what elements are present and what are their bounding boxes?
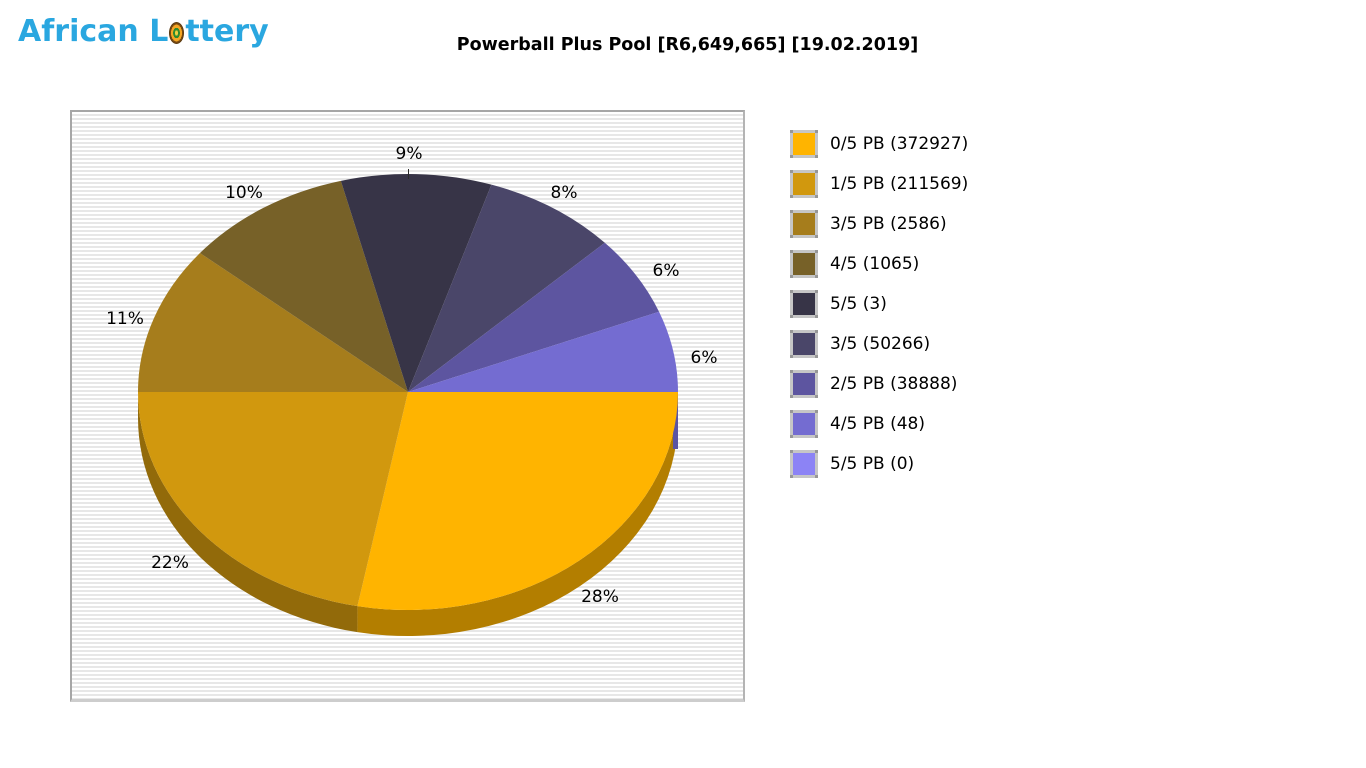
pie-slice: [408, 311, 678, 392]
legend-row: 5/5 PB (0): [790, 444, 968, 484]
legend: 0/5 PB (372927) 1/5 PB (211569) 3/5 PB (25…: [790, 124, 968, 484]
legend-row: 0/5 PB (372927): [790, 124, 968, 164]
legend-row: 5/5 (3): [790, 284, 968, 324]
legend-label: 4/5 PB (48): [830, 414, 925, 434]
pie-slice: [199, 180, 408, 392]
pie-slice: [408, 184, 605, 392]
legend-swatch: [790, 330, 818, 358]
slice-percent-label: 6%: [652, 261, 680, 281]
legend-swatch: [790, 210, 818, 238]
pie-slice: [340, 174, 492, 392]
legend-label: 3/5 (50266): [830, 334, 931, 354]
legend-label: 2/5 PB (38888): [830, 374, 958, 394]
slice-percent-label: 28%: [581, 587, 619, 607]
legend-swatch: [790, 250, 818, 278]
legend-swatch: [790, 290, 818, 318]
label-leader-tick: [408, 169, 409, 179]
legend-row: 4/5 (1065): [790, 244, 968, 284]
pie-chart-panel: 28% 22% 11% 10% 9% 8% 6% 6%: [70, 110, 745, 702]
pie-slice: [357, 392, 678, 610]
lottery-ball-icon: [169, 22, 185, 44]
slice-percent-label: 11%: [106, 309, 144, 329]
legend-label: 0/5 PB (372927): [830, 134, 969, 154]
legend-label: 5/5 (3): [830, 294, 887, 314]
legend-row: 3/5 PB (2586): [790, 204, 968, 244]
legend-swatch: [790, 450, 818, 478]
slice-percent-label: 22%: [151, 553, 189, 573]
logo-word-african: African: [18, 14, 139, 49]
slice-percent-label: 10%: [225, 183, 263, 203]
legend-swatch: [790, 130, 818, 158]
chart-title: Powerball Plus Pool [R6,649,665] [19.02.…: [456, 35, 919, 55]
legend-row: 1/5 PB (211569): [790, 164, 968, 204]
slice-percent-label: 8%: [550, 183, 578, 203]
legend-label: 4/5 (1065): [830, 254, 920, 274]
pie-slice: [138, 253, 408, 392]
pie-chart: [138, 174, 678, 636]
legend-swatch: [790, 410, 818, 438]
pie-slice: [138, 392, 408, 607]
legend-row: 3/5 (50266): [790, 324, 968, 364]
logo-word-ttery: ttery: [185, 14, 269, 49]
pie-slice-wall: [138, 392, 358, 633]
legend-label: 5/5 PB (0): [830, 454, 915, 474]
legend-swatch: [790, 370, 818, 398]
legend-row: 4/5 PB (48): [790, 404, 968, 444]
legend-swatch: [790, 170, 818, 198]
pie-slice: [408, 242, 660, 392]
slice-percent-label: 9%: [395, 144, 423, 164]
slice-percent-label: 6%: [690, 348, 718, 368]
legend-row: 2/5 PB (38888): [790, 364, 968, 404]
pie-slice-wall: [357, 392, 678, 636]
legend-label: 3/5 PB (2586): [830, 214, 947, 234]
logo-word-l: L: [149, 14, 169, 49]
legend-label: 1/5 PB (211569): [830, 174, 969, 194]
